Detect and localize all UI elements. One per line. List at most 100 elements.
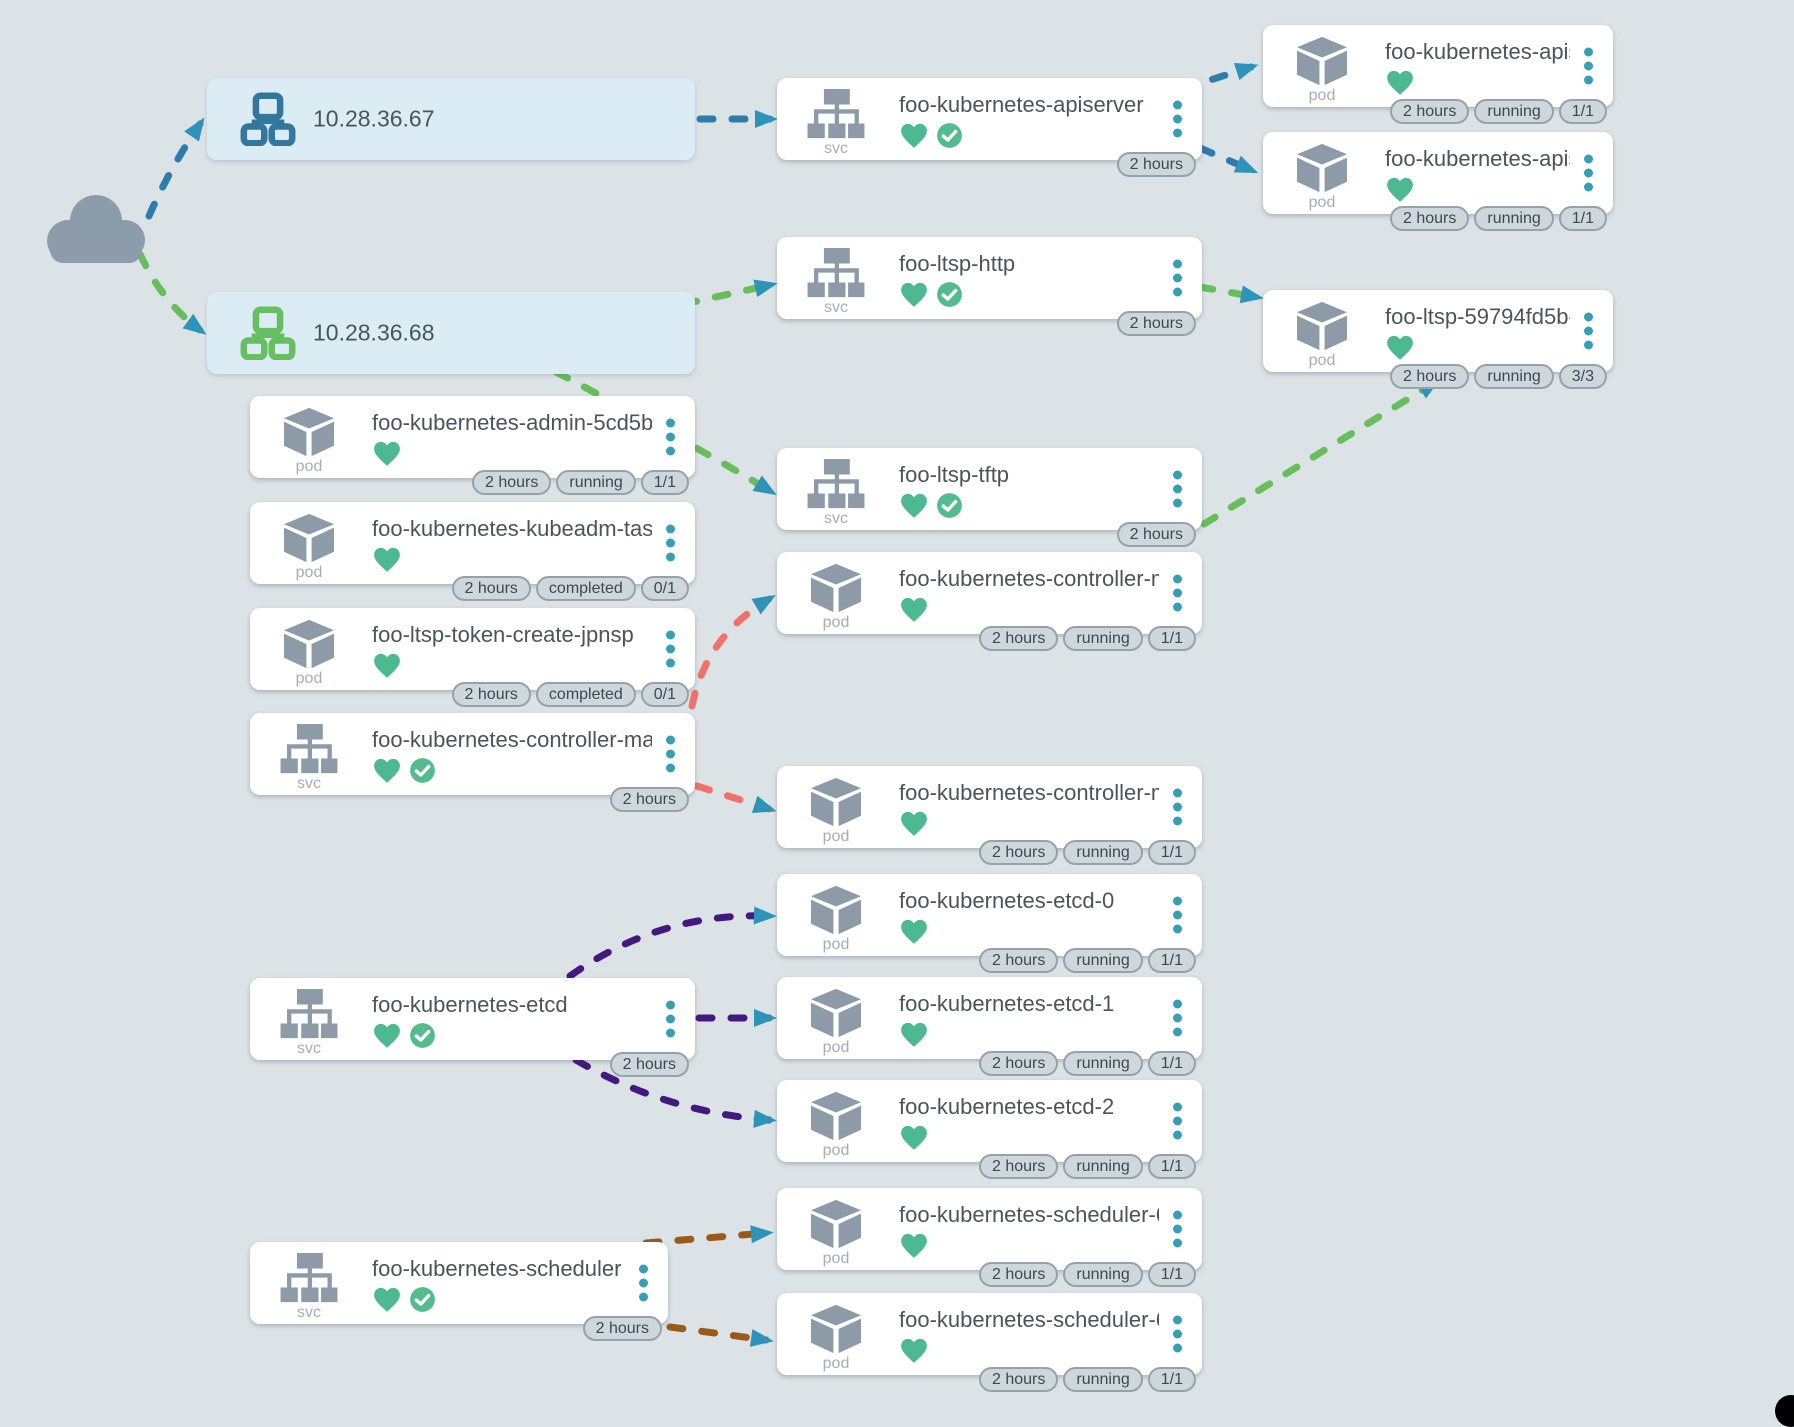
age-badge: 2 hours [472,470,552,495]
pod-apiserver-2-card[interactable]: pod foo-kubernetes-apiserver-7c6cf... 2 h… [1263,132,1613,231]
host-68-card[interactable]: 10.28.36.68 [207,292,695,374]
pod-icon-wrap: pod [1289,301,1355,369]
pod-cube-icon [811,1304,861,1354]
node-name: foo-kubernetes-admin-5cd5b4... [372,410,652,435]
health-heart-icon [1387,335,1413,360]
node-name: foo-ltsp-http [899,251,1016,276]
kebab-menu-icon[interactable] [635,1261,652,1306]
kebab-menu-icon[interactable] [1169,467,1186,512]
node-name: foo-kubernetes-controller-man... [899,780,1159,805]
kebab-menu-icon[interactable] [662,732,679,777]
status-icons [899,918,929,945]
health-heart-icon [901,1338,927,1363]
status-icons [899,596,929,623]
pod-icon-wrap: pod [276,513,342,581]
pod-kubeadm-card[interactable]: pod foo-kubernetes-kubeadm-tasks... 2 hou… [250,502,695,601]
status-badge: running [1474,206,1554,231]
host-network-icon [240,92,296,147]
kebab-menu-icon[interactable] [1169,256,1186,301]
kebab-menu-icon[interactable] [1169,1099,1186,1144]
pod-icon-wrap: pod [803,1304,869,1372]
age-badge: 2 hours [1116,311,1196,336]
status-icons [899,492,963,519]
age-badge: 2 hours [1390,99,1470,124]
service-tree-icon [807,89,865,139]
kebab-menu-icon[interactable] [662,521,679,566]
kebab-menu-icon[interactable] [1169,996,1186,1041]
pod-controller-2-card[interactable]: pod foo-kubernetes-controller-man... 2 ho… [777,766,1202,865]
kebab-menu-icon[interactable] [662,997,679,1042]
pod-apiserver-1-card[interactable]: pod foo-kubernetes-apiserver-7c6cf... 2 h… [1263,25,1613,124]
health-heart-icon [374,1287,400,1312]
ready-badge: 3/3 [1558,364,1607,389]
age-badge: 2 hours [1390,206,1470,231]
kebab-menu-icon[interactable] [662,415,679,460]
status-icons [899,1021,929,1048]
pod-ltsp-card[interactable]: pod foo-ltsp-59794fd5b-6ccb2 2 hoursrunni… [1263,290,1613,389]
pod-icon-wrap: pod [276,407,342,475]
svc-apiserver-card[interactable]: svc foo-kubernetes-apiserver 2 hours [777,78,1202,177]
kebab-menu-icon[interactable] [1580,309,1597,354]
status-badge: running [1474,364,1554,389]
pod-etcd-0-card[interactable]: pod foo-kubernetes-etcd-0 2 hours running 1… [777,874,1202,973]
node-name: foo-kubernetes-scheduler-6776... [899,1307,1159,1332]
kebab-menu-icon[interactable] [1580,44,1597,89]
node-type-label: pod [295,564,323,581]
svc-ltsp-http-card[interactable]: svc foo-ltsp-http 2 hours [777,237,1202,336]
pod-token-card[interactable]: pod foo-ltsp-token-create-jpnsp 2 hours co… [250,608,695,707]
badge-row: 2 hours running 1/1 [979,626,1196,651]
pod-admin-card[interactable]: pod foo-kubernetes-admin-5cd5b4... 2 hour… [250,396,695,495]
pod-controller-1-card[interactable]: pod foo-kubernetes-controller-man... 2 ho… [777,552,1202,651]
svc-etcd-card[interactable]: svc foo-kubernetes-etcd 2 hours [250,978,695,1077]
kebab-menu-icon[interactable] [1169,893,1186,938]
corner-notch [1775,1395,1794,1427]
ready-badge: 1/1 [1147,840,1196,865]
health-heart-icon [374,1023,400,1048]
node-type-label: pod [295,670,323,687]
node-type-label: pod [1308,194,1336,211]
badge-row: 2 hours completed 0/1 [451,576,689,601]
node-type-label: pod [1308,87,1336,104]
status-badge: completed [535,576,636,601]
pod-icon-wrap: pod [803,1199,869,1267]
kebab-menu-icon[interactable] [1169,785,1186,830]
ready-check-icon [410,758,435,783]
kebab-menu-icon[interactable] [662,627,679,672]
ready-check-icon [937,123,962,148]
svc-icon-wrap: svc [803,459,869,527]
ready-check-icon [410,1287,435,1312]
kebab-menu-icon[interactable] [1169,1207,1186,1252]
pod-scheduler-2-card[interactable]: pod foo-kubernetes-scheduler-6776... 2 ho… [777,1293,1202,1392]
health-heart-icon [901,282,927,307]
host-67-card[interactable]: 10.28.36.67 [207,78,695,160]
pod-etcd-1-card[interactable]: pod foo-kubernetes-etcd-1 2 hours running 1… [777,977,1202,1076]
svc-controller-card[interactable]: svc foo-kubernetes-controller-man... 2 ho… [250,713,695,812]
pod-etcd-2-card[interactable]: pod foo-kubernetes-etcd-2 2 hours running 1… [777,1080,1202,1179]
status-icons [899,810,929,837]
host-network-icon [240,306,296,361]
service-tree-icon [807,459,865,509]
svc-icon-wrap: svc [803,248,869,316]
kebab-menu-icon[interactable] [1169,571,1186,616]
node-name: foo-kubernetes-scheduler-6776... [899,1202,1159,1227]
ready-badge: 0/1 [640,576,689,601]
kebab-menu-icon[interactable] [1169,1312,1186,1357]
kebab-menu-icon[interactable] [1169,97,1186,142]
service-tree-icon [280,1253,338,1303]
node-name: 10.28.36.68 [313,319,435,346]
pod-scheduler-1-card[interactable]: pod foo-kubernetes-scheduler-6776... 2 ho… [777,1188,1202,1287]
age-badge: 2 hours [451,576,531,601]
ready-badge: 1/1 [1147,1154,1196,1179]
svc-scheduler-card[interactable]: svc foo-kubernetes-scheduler 2 hours [250,1242,668,1341]
pod-cube-icon [811,885,861,935]
age-badge: 2 hours [609,1052,689,1077]
svc-icon-wrap: svc [276,1253,342,1321]
host-icon-wrap [239,92,297,147]
svc-ltsp-tftp-card[interactable]: svc foo-ltsp-tftp 2 hours [777,448,1202,547]
status-icons [1385,69,1415,96]
age-badge: 2 hours [979,948,1059,973]
service-tree-icon [280,989,338,1039]
kebab-menu-icon[interactable] [1580,151,1597,196]
pod-cube-icon [1297,301,1347,351]
